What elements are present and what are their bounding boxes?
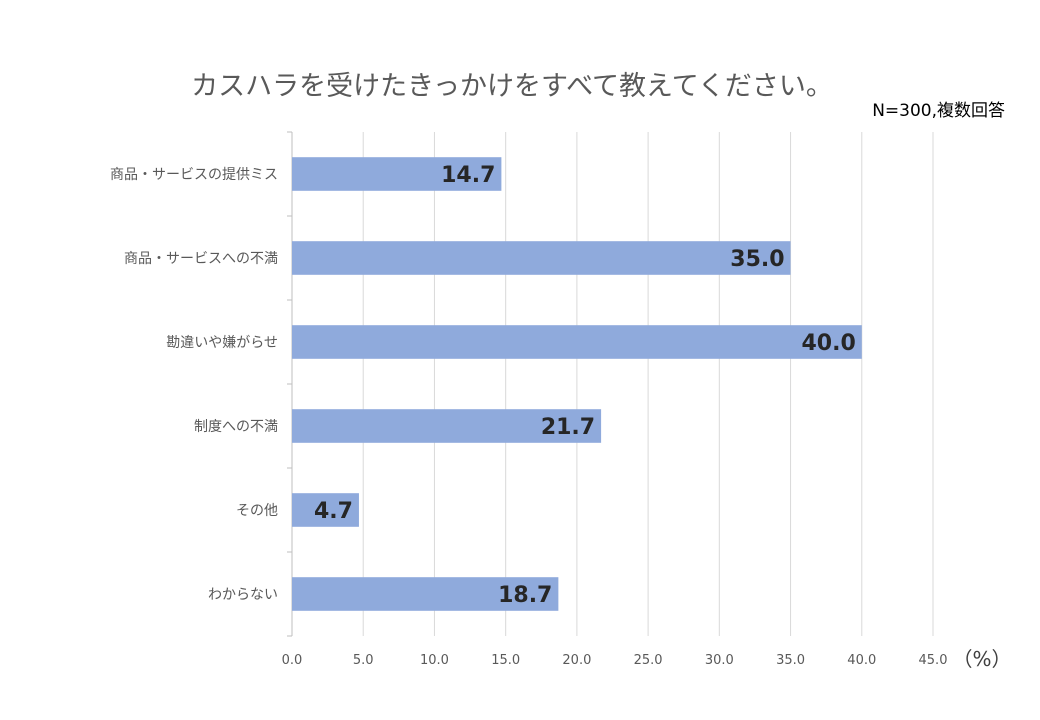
category-label: 制度への不満 bbox=[194, 419, 278, 435]
data-label: 35.0 bbox=[730, 247, 784, 272]
x-tick-label: 0.0 bbox=[282, 653, 303, 668]
x-tick-label: 20.0 bbox=[562, 653, 591, 668]
category-label: その他 bbox=[236, 503, 278, 519]
x-tick-label: 45.0 bbox=[919, 653, 948, 668]
bar bbox=[292, 157, 502, 191]
sample-note: N=300,複数回答 bbox=[872, 101, 1005, 121]
category-label: 商品・サービスへの不満 bbox=[124, 251, 278, 267]
x-tick-label: 40.0 bbox=[847, 653, 876, 668]
category-label: わからない bbox=[208, 587, 278, 603]
x-tick-label: 30.0 bbox=[705, 653, 734, 668]
bar bbox=[292, 493, 359, 527]
category-label: 勘違いや嫌がらせ bbox=[166, 335, 278, 351]
bar bbox=[292, 577, 559, 611]
x-tick-labels: 0.0 5.0 10.0 15.0 20.0 25.0 30.0 35.0 40.0 45.0 bbox=[282, 653, 948, 668]
x-tick-label: 25.0 bbox=[634, 653, 663, 668]
data-label: 4.7 bbox=[314, 499, 353, 524]
bar bbox=[292, 241, 791, 275]
x-tick-label: 15.0 bbox=[491, 653, 520, 668]
data-label: 40.0 bbox=[801, 331, 855, 356]
data-label: 14.7 bbox=[441, 163, 495, 188]
data-label: 21.7 bbox=[541, 415, 595, 440]
grid-lines bbox=[287, 131, 934, 637]
bar bbox=[292, 325, 862, 359]
data-label: 18.7 bbox=[498, 583, 552, 608]
bar bbox=[292, 409, 602, 443]
x-tick-label: 5.0 bbox=[353, 653, 374, 668]
x-tick-label: 35.0 bbox=[776, 653, 805, 668]
bars: 14.7 35.0 40.0 21.7 4.7 18.7 bbox=[292, 157, 862, 611]
x-tick-label: 10.0 bbox=[420, 653, 449, 668]
chart-title: カスハラを受けたきっかけをすべて教えてください。 bbox=[191, 71, 833, 102]
category-labels: 商品・サービスの提供ミス商品・サービスへの不満勘違いや嫌がらせ制度への不満その他… bbox=[110, 167, 278, 603]
category-label: 商品・サービスの提供ミス bbox=[110, 167, 278, 183]
unit-label: （%） bbox=[952, 647, 1011, 671]
